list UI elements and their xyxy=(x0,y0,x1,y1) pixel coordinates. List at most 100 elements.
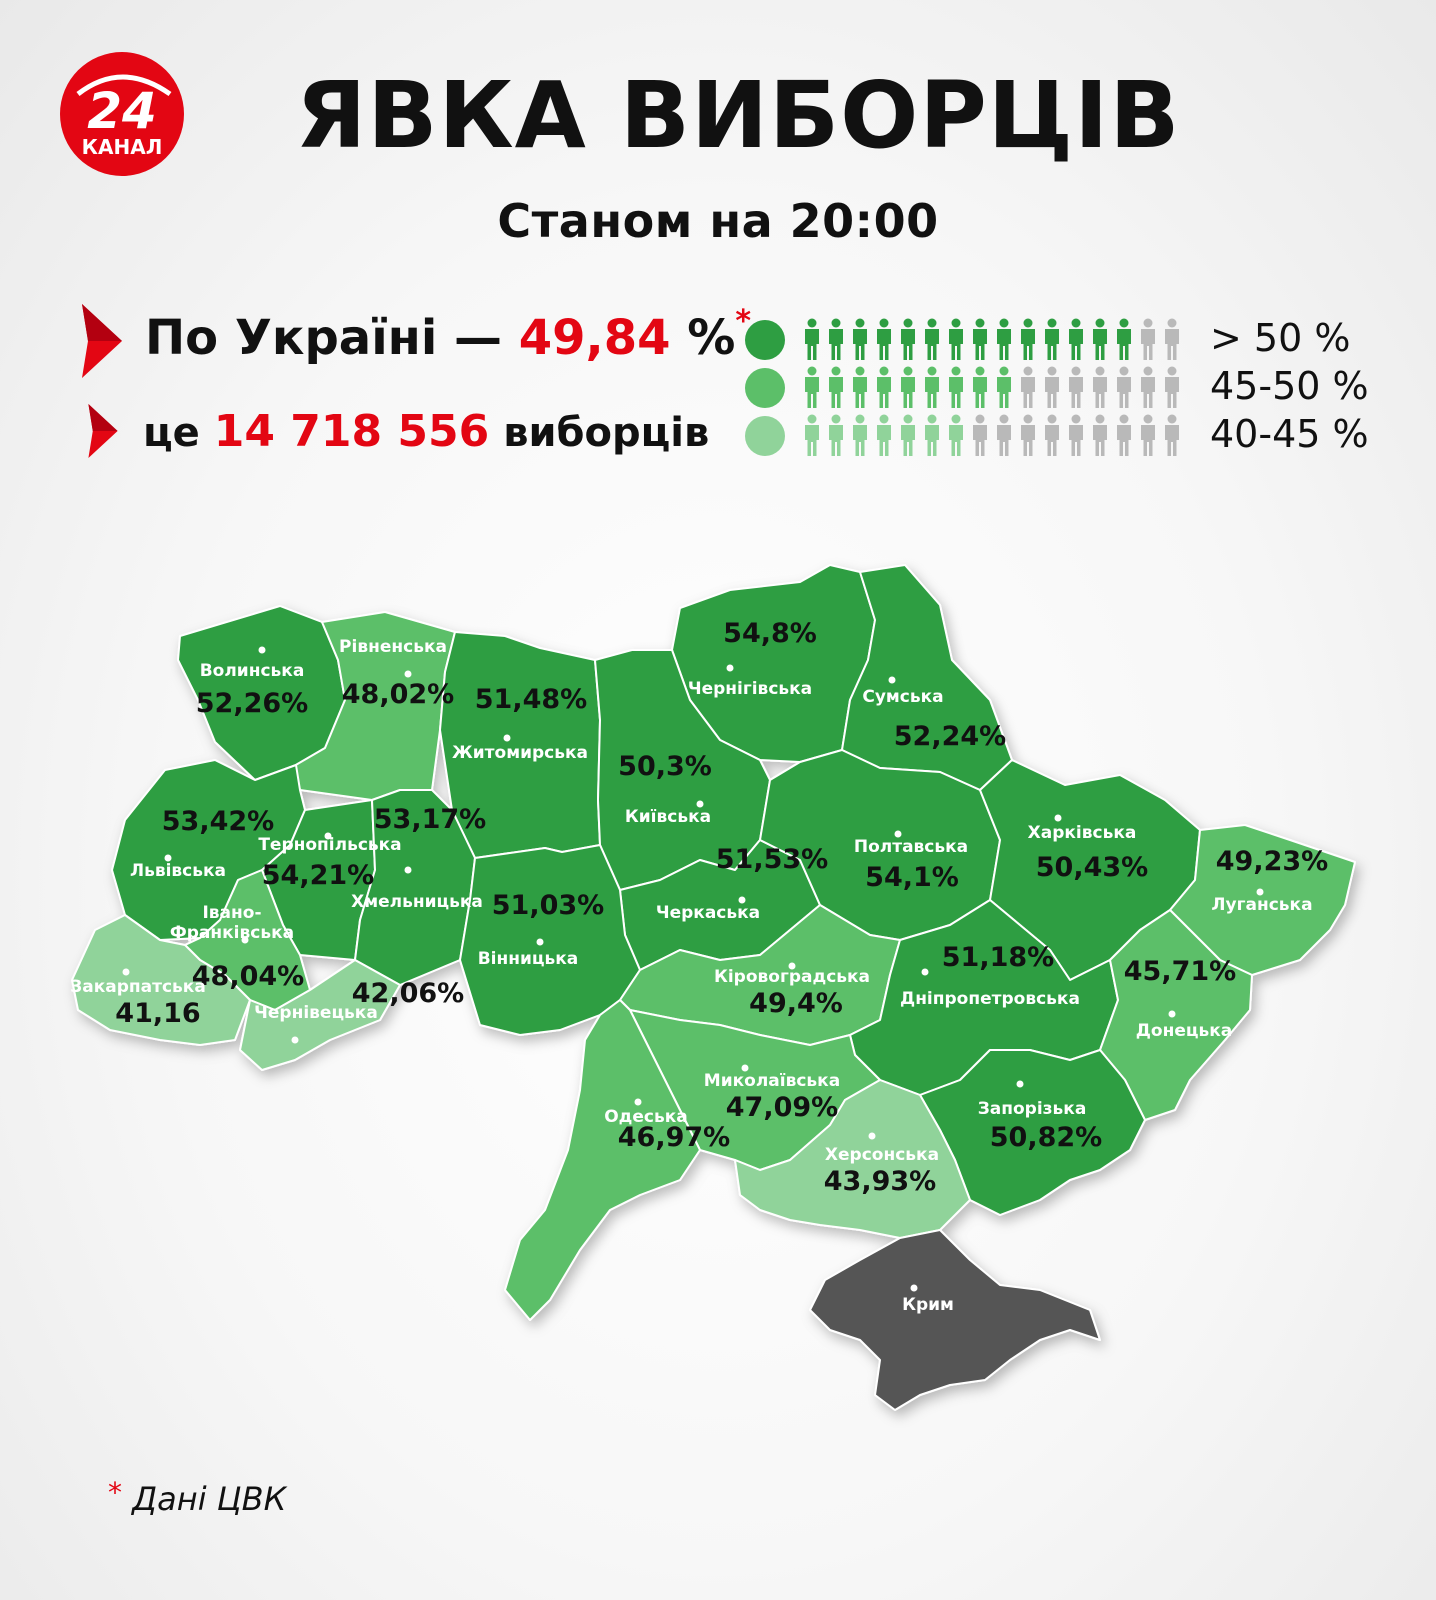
voters-count-line: це 14 718 556 виборців xyxy=(143,406,709,457)
region-turnout-label: 54,8% xyxy=(723,618,817,649)
logo-number: 24 xyxy=(87,82,157,140)
region-turnout-label: 48,02% xyxy=(342,679,454,710)
person-icon xyxy=(901,414,915,456)
footnote: * Дані ЦВК xyxy=(108,1476,287,1518)
region-turnout-label: 54,21% xyxy=(262,860,374,891)
region-name-label: Полтавська xyxy=(854,837,968,857)
region-turnout-label: 53,17% xyxy=(374,804,486,835)
country-turnout-value: 49,84 xyxy=(518,310,671,366)
person-icon xyxy=(973,414,987,456)
person-icon xyxy=(829,414,843,456)
person-icon xyxy=(1021,414,1035,456)
region-name-label: Донецька xyxy=(1136,1021,1232,1041)
region-center-dot xyxy=(868,1132,876,1140)
region-turnout-label: 45,71% xyxy=(1124,956,1236,987)
person-icon xyxy=(997,414,1011,456)
person-icon xyxy=(1117,366,1131,408)
region-turnout-label: 53,42% xyxy=(162,806,274,837)
person-icon xyxy=(973,366,987,408)
region-center-dot xyxy=(921,968,929,976)
region-turnout-label: 49,4% xyxy=(749,988,843,1019)
person-icon xyxy=(853,366,867,408)
person-icon xyxy=(829,366,843,408)
region-name-label: Львівська xyxy=(130,861,226,881)
region-center-dot xyxy=(741,1064,749,1072)
region-center-dot xyxy=(241,936,249,944)
region-odesa xyxy=(504,999,701,1321)
region-center-dot xyxy=(122,968,130,976)
person-icon xyxy=(997,318,1011,360)
person-icon xyxy=(1045,318,1059,360)
legend-people-icon xyxy=(805,366,1179,408)
voters-suffix: виборців xyxy=(503,410,710,456)
person-icon xyxy=(1069,318,1083,360)
person-icon xyxy=(1093,318,1107,360)
region-center-dot xyxy=(788,962,796,970)
region-turnout-label: 43,93% xyxy=(824,1166,936,1197)
country-label: По Україні — xyxy=(145,310,502,366)
region-center-dot xyxy=(164,854,172,862)
region-turnout-label: 41,16 xyxy=(115,998,200,1029)
channel-logo: 24 КАНАЛ xyxy=(58,50,186,178)
region-turnout-label: 51,18% xyxy=(942,942,1054,973)
region-name-label: Черкаська xyxy=(656,903,760,923)
region-center-dot xyxy=(910,1284,918,1292)
region-center-dot xyxy=(536,938,544,946)
legend-dot xyxy=(745,320,785,360)
person-icon xyxy=(1093,414,1107,456)
region-center-dot xyxy=(888,676,896,684)
region-center-dot xyxy=(1054,814,1062,822)
person-icon xyxy=(877,366,891,408)
region-name-label: Тернопільська xyxy=(258,835,401,855)
person-icon xyxy=(1069,366,1083,408)
person-icon xyxy=(973,318,987,360)
region-turnout-label: 50,3% xyxy=(618,751,712,782)
region-name-label: Херсонська xyxy=(825,1145,939,1165)
person-icon xyxy=(949,366,963,408)
legend-row-high: > 50 % xyxy=(745,316,1385,366)
person-icon xyxy=(1141,366,1155,408)
person-icon xyxy=(1045,414,1059,456)
person-icon xyxy=(853,318,867,360)
region-turnout-label: 52,24% xyxy=(894,721,1006,752)
person-icon xyxy=(1045,366,1059,408)
region-name-label: Вінницька xyxy=(478,949,579,969)
region-name-label: Луганська xyxy=(1211,895,1312,915)
person-icon xyxy=(1165,414,1179,456)
person-icon xyxy=(1165,366,1179,408)
region-name-label: Волинська xyxy=(200,661,305,681)
legend-people-icon xyxy=(805,318,1179,360)
person-icon xyxy=(1021,366,1035,408)
region-center-dot xyxy=(503,734,511,742)
person-icon xyxy=(805,414,819,456)
region-center-dot xyxy=(404,866,412,874)
person-icon xyxy=(877,414,891,456)
region-center-dot xyxy=(738,896,746,904)
person-icon xyxy=(1117,318,1131,360)
region-center-dot xyxy=(1168,1010,1176,1018)
person-icon xyxy=(949,318,963,360)
region-center-dot xyxy=(726,664,734,672)
footnote-source: Дані ЦВК xyxy=(132,1480,287,1518)
region-turnout-label: 46,97% xyxy=(618,1122,730,1153)
country-turnout: По Україні — 49,84 %* xyxy=(145,304,751,366)
region-turnout-label: 51,48% xyxy=(475,684,587,715)
region-name-label: Житомирська xyxy=(452,743,588,763)
legend-label: 45-50 % xyxy=(1210,364,1369,408)
region-sumy xyxy=(841,564,1013,791)
person-icon xyxy=(1021,318,1035,360)
region-kherson xyxy=(734,1079,971,1239)
person-icon xyxy=(901,318,915,360)
region-name-label: Київська xyxy=(625,807,711,827)
person-icon xyxy=(805,318,819,360)
person-icon xyxy=(1069,414,1083,456)
region-center-dot xyxy=(1256,888,1264,896)
person-icon xyxy=(1141,414,1155,456)
person-icon xyxy=(877,318,891,360)
legend-dot xyxy=(745,368,785,408)
region-turnout-label: 49,23% xyxy=(1216,846,1328,877)
person-icon xyxy=(853,414,867,456)
region-center-dot xyxy=(696,800,704,808)
person-icon xyxy=(829,318,843,360)
region-name-label: Івано-Франківська xyxy=(170,903,294,943)
